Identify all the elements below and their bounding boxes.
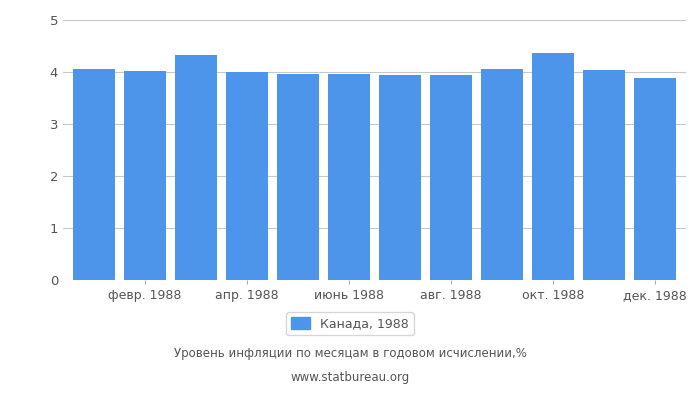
Bar xyxy=(583,70,625,280)
Bar xyxy=(532,53,574,280)
Bar xyxy=(328,74,370,280)
Bar xyxy=(277,74,318,280)
Text: Уровень инфляции по месяцам в годовом исчислении,%: Уровень инфляции по месяцам в годовом ис… xyxy=(174,348,526,360)
Bar xyxy=(226,72,268,280)
Bar xyxy=(430,75,472,280)
Bar xyxy=(379,75,421,280)
Bar xyxy=(73,69,115,280)
Legend: Канада, 1988: Канада, 1988 xyxy=(286,312,414,335)
Bar xyxy=(481,69,523,280)
Bar xyxy=(124,71,166,280)
Text: www.statbureau.org: www.statbureau.org xyxy=(290,372,410,384)
Bar xyxy=(175,55,217,280)
Bar xyxy=(634,78,676,280)
